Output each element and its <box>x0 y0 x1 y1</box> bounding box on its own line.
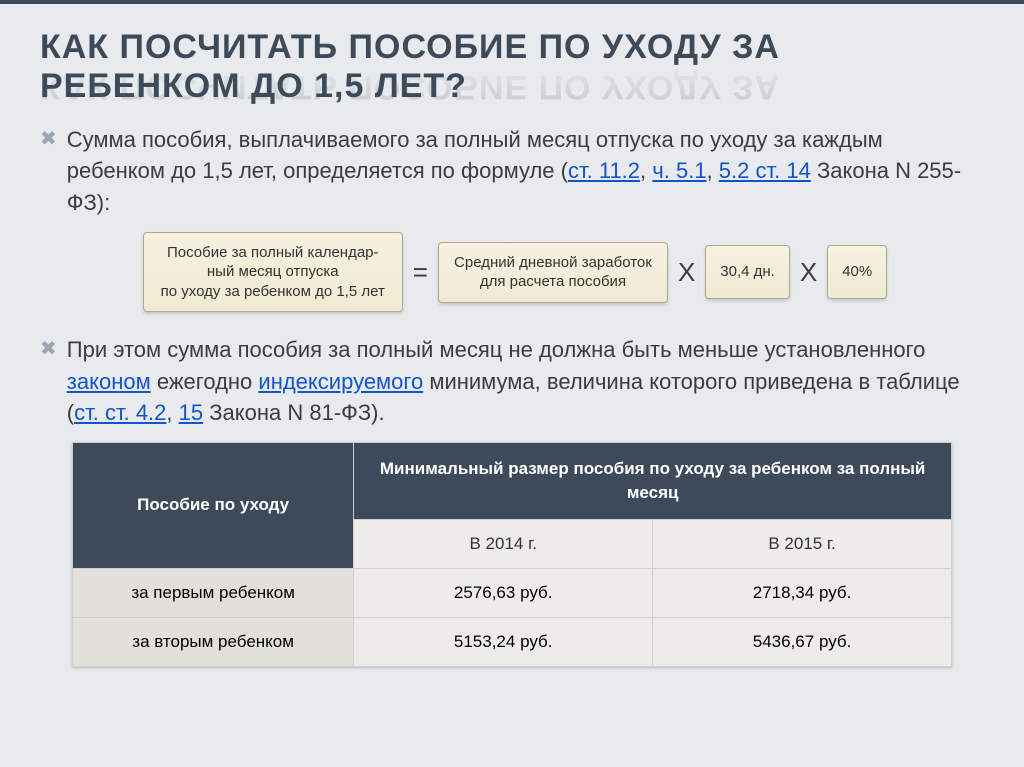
cell-second-2015: 5436,67 руб. <box>653 617 952 666</box>
cell-first-2015: 2718,34 руб. <box>653 568 952 617</box>
p2-mid1: ежегодно <box>151 369 259 394</box>
paragraph-2: При этом сумма пособия за полный месяц н… <box>67 334 984 428</box>
formula-box-percent: 40% <box>827 245 887 299</box>
link-st-11-2[interactable]: ст. 11.2 <box>568 158 640 183</box>
page-title: КАК ПОСЧИТАТЬ ПОСОБИЕ ПО УХОДУ ЗА РЕБЕНК… <box>40 28 984 106</box>
formula-row: Пособие за полный календар-ный месяц отп… <box>40 232 984 313</box>
multiply-sign-2: X <box>800 257 817 288</box>
p2-prefix: При этом сумма пособия за полный месяц н… <box>67 337 926 362</box>
minimum-allowance-table: Пособие по уходу Минимальный размер посо… <box>72 442 952 667</box>
table-header-row: Пособие по уходу Минимальный размер посо… <box>73 443 952 520</box>
equals-sign: = <box>413 257 428 288</box>
th-year-2015: В 2015 г. <box>653 519 952 568</box>
link-indexed[interactable]: индексируемого <box>258 369 423 394</box>
bullet-1: ✖ Сумма пособия, выплачиваемого за полны… <box>40 124 984 218</box>
table-row: за первым ребенком 2576,63 руб. 2718,34 … <box>73 568 952 617</box>
row-label-second-child: за вторым ребенком <box>73 617 354 666</box>
bullet-icon: ✖ <box>40 336 57 361</box>
multiply-sign-1: X <box>678 257 695 288</box>
bullet-icon: ✖ <box>40 126 57 151</box>
formula-box-avg-daily: Средний дневной заработокдля расчета пос… <box>438 242 668 303</box>
p1-sep2: , <box>707 158 719 183</box>
link-5-2-st-14[interactable]: 5.2 ст. 14 <box>719 158 811 183</box>
link-law[interactable]: законом <box>67 369 151 394</box>
table-row: за вторым ребенком 5153,24 руб. 5436,67 … <box>73 617 952 666</box>
paragraph-1: Сумма пособия, выплачиваемого за полный … <box>67 124 984 218</box>
cell-second-2014: 5153,24 руб. <box>354 617 653 666</box>
th-left: Пособие по уходу <box>73 443 354 569</box>
link-15[interactable]: 15 <box>179 400 203 425</box>
formula-box-result: Пособие за полный календар-ный месяц отп… <box>143 232 403 313</box>
row-label-first-child: за первым ребенком <box>73 568 354 617</box>
p2-suffix: Закона N 81-ФЗ). <box>203 400 385 425</box>
th-right: Минимальный размер пособия по уходу за р… <box>354 443 952 520</box>
slide: КАК ПОСЧИТАТЬ ПОСОБИЕ ПО УХОДУ ЗА РЕБЕНК… <box>0 0 1024 767</box>
link-st-4-2[interactable]: ст. ст. 4.2 <box>74 400 166 425</box>
p1-sep1: , <box>640 158 652 183</box>
cell-first-2014: 2576,63 руб. <box>354 568 653 617</box>
title-block: КАК ПОСЧИТАТЬ ПОСОБИЕ ПО УХОДУ ЗА РЕБЕНК… <box>40 28 984 106</box>
formula-box-days: 30,4 дн. <box>705 245 790 299</box>
bullet-2: ✖ При этом сумма пособия за полный месяц… <box>40 334 984 428</box>
th-year-2014: В 2014 г. <box>354 519 653 568</box>
p2-sep: , <box>166 400 178 425</box>
link-ch-5-1[interactable]: ч. 5.1 <box>652 158 706 183</box>
